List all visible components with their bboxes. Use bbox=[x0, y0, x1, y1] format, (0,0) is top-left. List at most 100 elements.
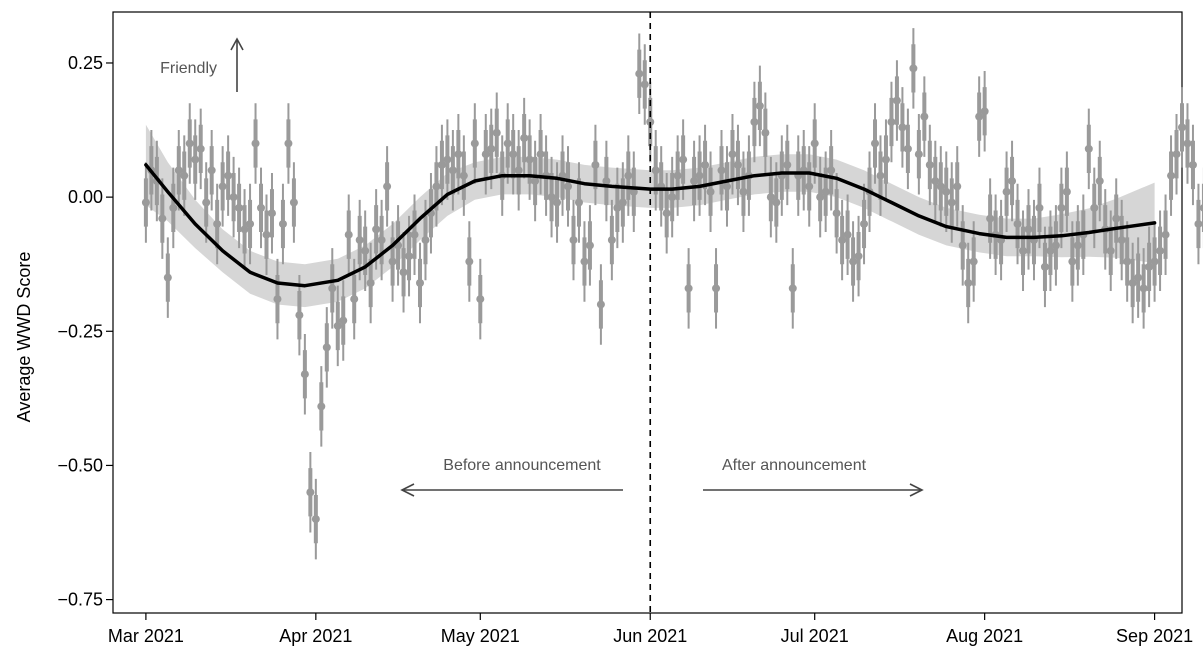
data-point bbox=[953, 146, 962, 227]
point-marker bbox=[651, 166, 660, 175]
point-marker bbox=[339, 316, 348, 325]
data-point bbox=[898, 87, 907, 168]
point-marker bbox=[936, 182, 945, 191]
point-marker bbox=[185, 139, 194, 148]
x-tick-label: May 2021 bbox=[441, 626, 520, 646]
point-marker bbox=[525, 155, 534, 164]
point-marker bbox=[372, 225, 381, 234]
point-marker bbox=[207, 166, 216, 175]
data-point bbox=[849, 221, 858, 302]
data-point bbox=[1106, 210, 1115, 292]
data-point bbox=[1035, 167, 1044, 249]
data-point bbox=[224, 135, 233, 216]
point-marker bbox=[980, 107, 989, 116]
data-point bbox=[871, 103, 880, 184]
point-marker bbox=[772, 198, 781, 207]
point-marker bbox=[1057, 203, 1066, 212]
up-arrow-icon bbox=[230, 37, 244, 92]
friendly-label: Friendly bbox=[160, 60, 217, 77]
point-marker bbox=[618, 198, 627, 207]
point-marker bbox=[295, 311, 304, 320]
point-marker bbox=[1106, 246, 1115, 255]
data-point bbox=[267, 172, 276, 254]
data-point bbox=[383, 146, 392, 227]
point-marker bbox=[492, 128, 501, 137]
after-label: After announcement bbox=[722, 457, 867, 474]
data-point bbox=[289, 162, 298, 243]
point-marker bbox=[569, 236, 578, 245]
point-marker bbox=[695, 171, 704, 180]
point-marker bbox=[481, 150, 490, 159]
point-marker bbox=[306, 488, 315, 497]
data-point bbox=[1024, 189, 1033, 270]
data-point bbox=[333, 285, 342, 367]
point-marker bbox=[224, 171, 233, 180]
point-marker bbox=[1199, 203, 1203, 212]
data-point bbox=[509, 113, 518, 195]
data-point bbox=[613, 167, 622, 249]
data-point bbox=[733, 124, 742, 206]
data-point bbox=[531, 140, 540, 222]
point-marker bbox=[827, 166, 836, 175]
data-point bbox=[180, 135, 189, 216]
point-marker bbox=[717, 166, 726, 175]
point-marker bbox=[733, 160, 742, 169]
data-point bbox=[909, 28, 918, 109]
point-marker bbox=[876, 171, 885, 180]
data-point bbox=[722, 146, 731, 227]
point-marker bbox=[344, 230, 353, 239]
data-point bbox=[892, 60, 901, 141]
point-marker bbox=[958, 241, 967, 250]
point-marker bbox=[443, 155, 452, 164]
point-marker bbox=[278, 219, 287, 228]
point-marker bbox=[333, 321, 342, 330]
point-marker bbox=[843, 230, 852, 239]
point-marker bbox=[1046, 246, 1055, 255]
data-point bbox=[240, 189, 249, 270]
data-point bbox=[942, 151, 951, 233]
data-point bbox=[487, 108, 496, 190]
data-point bbox=[936, 146, 945, 227]
plot-panel bbox=[112, 11, 1183, 614]
data-point bbox=[196, 108, 205, 190]
data-point bbox=[766, 156, 775, 238]
data-point bbox=[964, 242, 973, 324]
data-point bbox=[635, 33, 644, 114]
data-point bbox=[1117, 199, 1126, 281]
point-marker bbox=[887, 118, 896, 127]
point-marker bbox=[350, 295, 359, 304]
point-marker bbox=[585, 241, 594, 250]
data-point bbox=[596, 264, 605, 345]
data-point bbox=[1051, 205, 1060, 286]
point-marker bbox=[284, 139, 293, 148]
data-point bbox=[706, 151, 715, 233]
point-marker bbox=[635, 69, 644, 78]
point-marker bbox=[158, 214, 167, 223]
data-point bbox=[1062, 151, 1071, 233]
data-point bbox=[1194, 183, 1203, 265]
point-marker bbox=[564, 182, 573, 191]
data-point bbox=[1156, 210, 1165, 292]
data-point bbox=[218, 146, 227, 227]
point-marker bbox=[821, 187, 830, 196]
point-marker bbox=[246, 219, 255, 228]
point-marker bbox=[1035, 203, 1044, 212]
point-marker bbox=[1013, 219, 1022, 228]
point-marker bbox=[931, 177, 940, 186]
point-marker bbox=[520, 134, 529, 143]
data-point bbox=[761, 92, 770, 173]
point-marker bbox=[871, 139, 880, 148]
point-marker bbox=[1084, 144, 1093, 153]
point-marker bbox=[421, 236, 430, 245]
x-tick-label: Jun 2021 bbox=[613, 626, 687, 646]
point-marker bbox=[1188, 160, 1197, 169]
data-point bbox=[975, 76, 984, 157]
point-marker bbox=[487, 144, 496, 153]
data-point bbox=[536, 113, 545, 195]
point-marker bbox=[892, 96, 901, 105]
data-point bbox=[602, 140, 611, 222]
x-tick-label: Mar 2021 bbox=[108, 626, 184, 646]
point-marker bbox=[1183, 139, 1192, 148]
data-point bbox=[410, 194, 419, 275]
data-point bbox=[1167, 135, 1176, 216]
